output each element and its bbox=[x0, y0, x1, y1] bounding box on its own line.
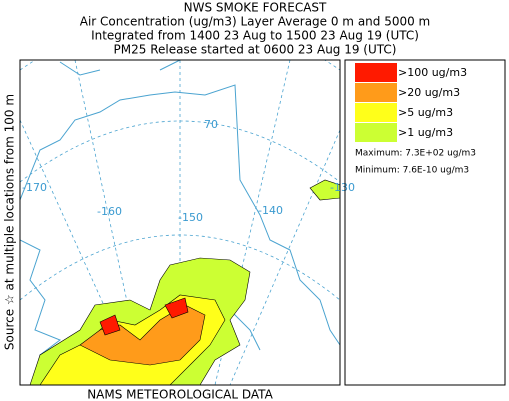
map-frame bbox=[19, 59, 341, 386]
smoke-area bbox=[309, 179, 340, 201]
legend-swatch bbox=[355, 103, 397, 122]
legend-label: >1 ug/m3 bbox=[398, 126, 453, 139]
subtitle: PM25 Release started at 0600 23 Aug 19 (… bbox=[114, 43, 397, 57]
subtitle: Air Concentration (ug/m3) Layer Average … bbox=[80, 15, 431, 29]
legend: >100 ug/m3 >20 ug/m3 >5 ug/m3 >1 ug/m3 bbox=[355, 63, 467, 142]
smoke-area bbox=[99, 297, 189, 336]
subtitle: Integrated from 1400 23 Aug to 1500 23 A… bbox=[91, 29, 419, 43]
legend-swatch bbox=[355, 123, 397, 142]
legend-minimum: Minimum: 7.6E-10 ug/m3 bbox=[355, 166, 469, 176]
longitude-label: -130 bbox=[330, 181, 355, 194]
longitude-label: -150 bbox=[178, 211, 203, 224]
legend-label: >5 ug/m3 bbox=[398, 106, 453, 119]
coastline bbox=[20, 84, 340, 346]
longitude-label: -140 bbox=[258, 204, 283, 217]
coastline bbox=[59, 60, 181, 76]
legend-label: >20 ug/m3 bbox=[398, 86, 460, 99]
latitude-label: 70 bbox=[204, 118, 218, 131]
title: NWS SMOKE FORECAST bbox=[184, 1, 327, 15]
footer: NAMS METEOROLOGICAL DATA bbox=[87, 388, 273, 401]
side-label: Source ☆ at multiple locations from 100 … bbox=[3, 94, 17, 350]
legend-swatch bbox=[355, 83, 397, 102]
legend-swatch bbox=[355, 63, 397, 82]
legend-maximum: Maximum: 7.3E+02 ug/m3 bbox=[355, 149, 476, 159]
longitude-label: -160 bbox=[97, 205, 122, 218]
legend-label: >100 ug/m3 bbox=[398, 66, 467, 79]
legend-frame bbox=[344, 59, 506, 386]
graticule bbox=[229, 129, 340, 385]
map: -170 -160 -150 -140 -130 70 bbox=[19, 59, 355, 386]
longitude-label: -170 bbox=[22, 181, 47, 194]
